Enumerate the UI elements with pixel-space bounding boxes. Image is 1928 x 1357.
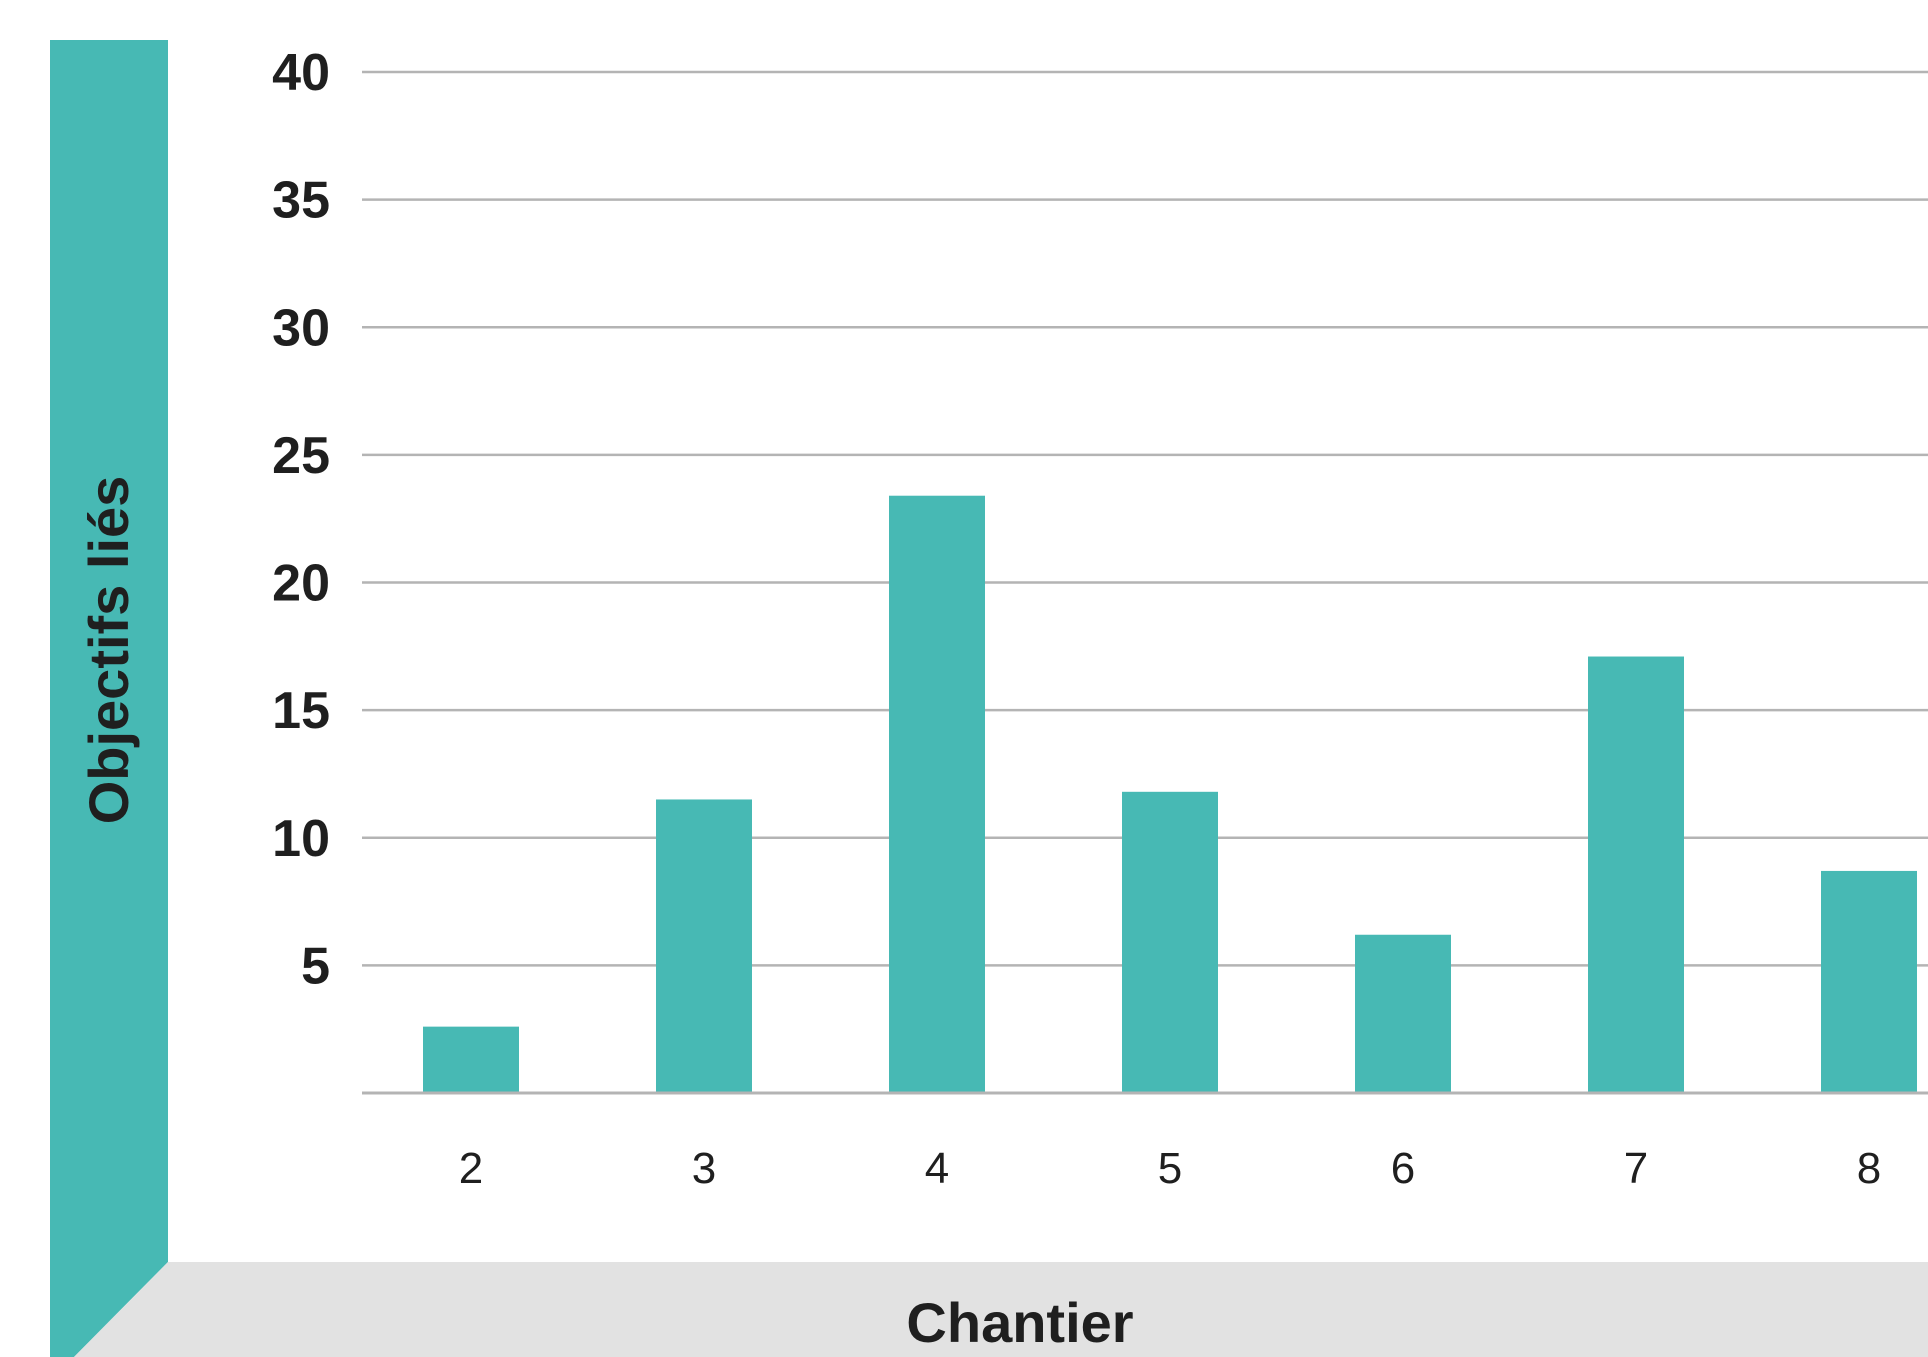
bar-4 (889, 496, 985, 1093)
x-tick-label: 3 (692, 1144, 716, 1193)
x-tick-label: 6 (1391, 1144, 1415, 1193)
bar-8 (1821, 871, 1917, 1093)
y-tick-label: 10 (272, 810, 330, 868)
x-axis-title: Chantier (906, 1291, 1133, 1354)
y-tick-label: 40 (272, 44, 330, 102)
y-axis-title: Objectifs liés (77, 476, 140, 825)
y-tick-label: 35 (272, 172, 330, 230)
bar-5 (1122, 792, 1218, 1093)
y-tick-label: 30 (272, 299, 330, 357)
x-tick-label: 8 (1857, 1144, 1881, 1193)
bars (423, 496, 1917, 1093)
x-tick-label: 7 (1624, 1144, 1648, 1193)
bar-3 (656, 799, 752, 1093)
y-tick-label: 5 (301, 937, 330, 995)
x-tick-label: 2 (459, 1144, 483, 1193)
bar-7 (1588, 657, 1684, 1093)
x-tick-label: 4 (925, 1144, 949, 1193)
y-tick-label: 20 (272, 555, 330, 613)
y-tick-label: 15 (272, 682, 330, 740)
bar-2 (423, 1027, 519, 1093)
x-tick-label: 5 (1158, 1144, 1182, 1193)
bar-6 (1355, 935, 1451, 1093)
y-tick-label: 25 (272, 427, 330, 485)
y-tick-labels: 5 10 15 20 25 30 35 40 (272, 44, 330, 995)
x-tick-labels: 2 3 4 5 6 7 8 (459, 1144, 1881, 1193)
